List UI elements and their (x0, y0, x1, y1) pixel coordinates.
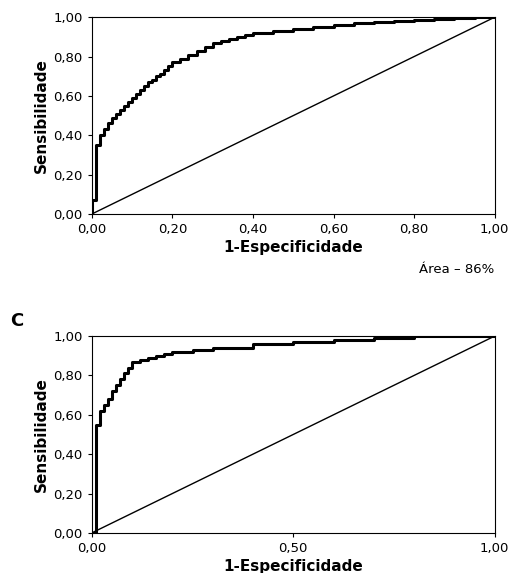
X-axis label: 1-Especificidade: 1-Especificidade (223, 559, 362, 573)
Text: Área – 86%: Área – 86% (418, 263, 494, 276)
Text: C: C (10, 312, 23, 330)
Y-axis label: Sensibilidade: Sensibilidade (34, 58, 49, 173)
X-axis label: 1-Especificidade: 1-Especificidade (223, 240, 362, 255)
Y-axis label: Sensibilidade: Sensibilidade (34, 377, 49, 492)
